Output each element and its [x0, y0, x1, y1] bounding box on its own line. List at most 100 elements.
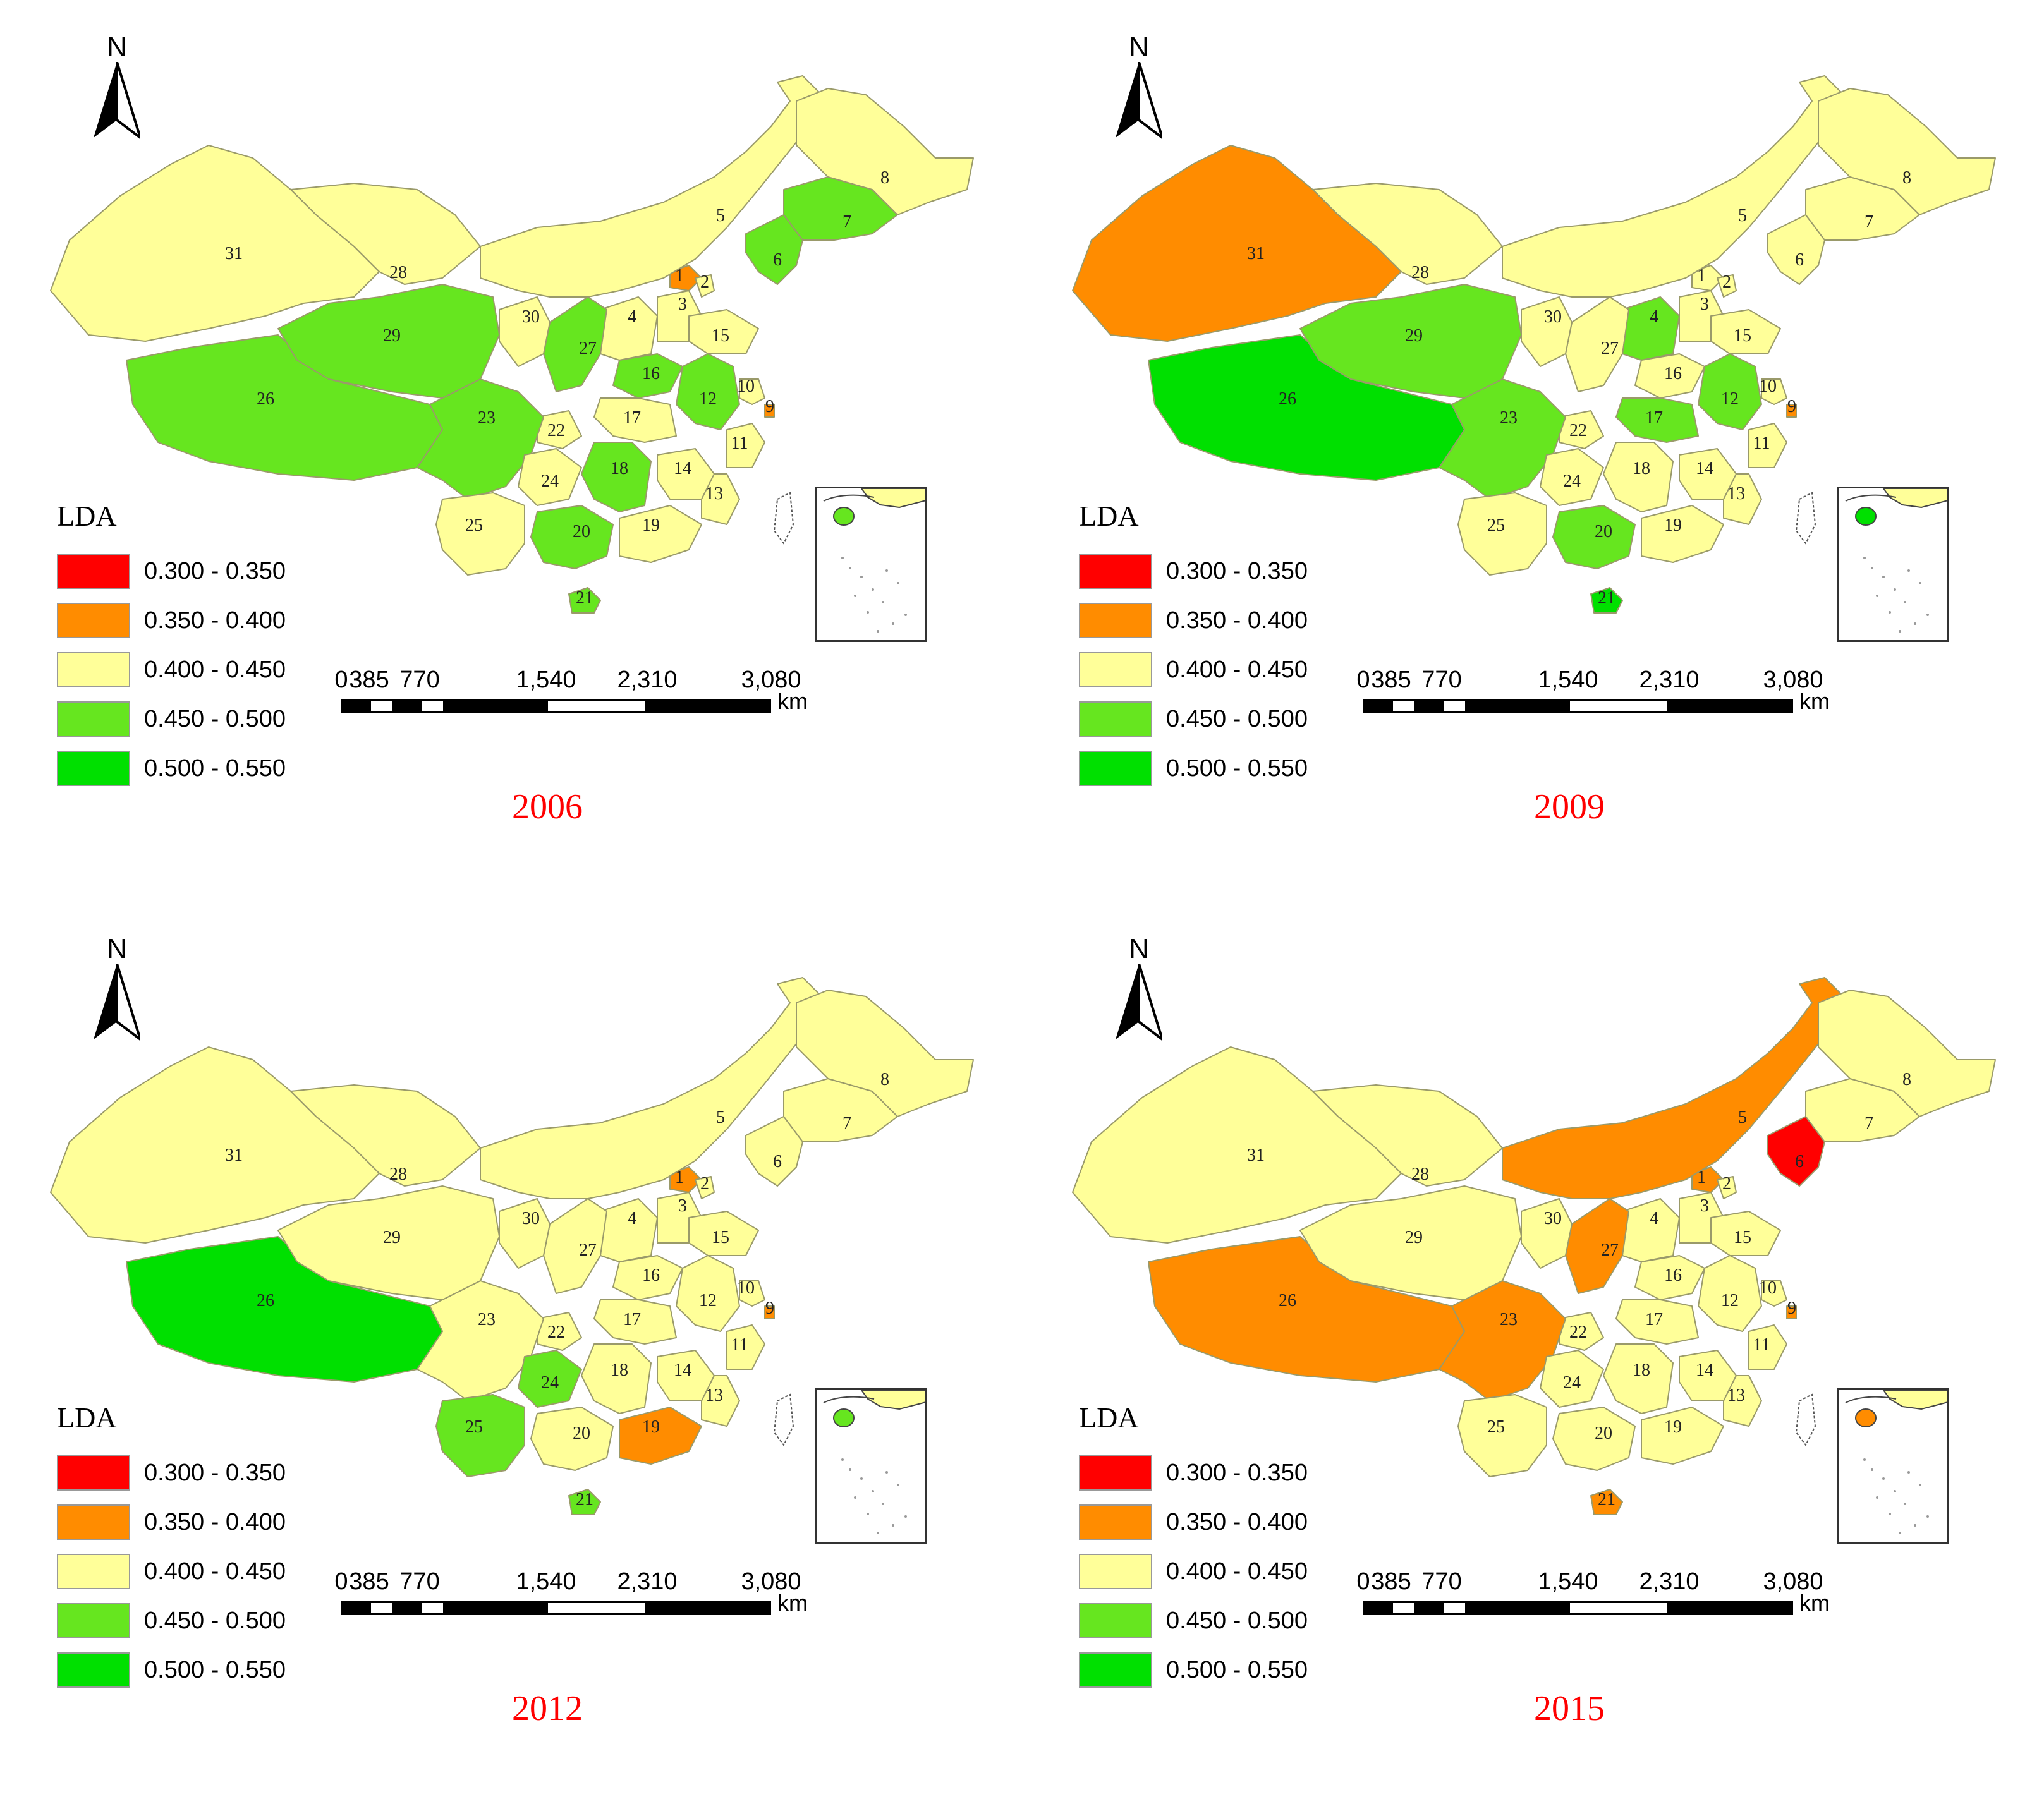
legend-item: 0.500 - 0.550 — [57, 744, 286, 793]
legend-item: 0.350 - 0.400 — [1079, 596, 1308, 645]
scale-tick-label: 0 — [1356, 667, 1370, 693]
legend-label: 0.400 - 0.450 — [1166, 1558, 1308, 1585]
province-label-6: 6 — [773, 1152, 782, 1171]
legend: LDA 0.300 - 0.350 0.350 - 0.400 0.400 - 0.… — [57, 1401, 286, 1695]
province-label-22: 22 — [1569, 1323, 1587, 1342]
legend-swatch — [1079, 554, 1152, 589]
province-12 — [1698, 1255, 1762, 1332]
province-label-4: 4 — [1650, 1209, 1658, 1228]
scale-bar: 0 385 770 1,540 2,310 3,080 km — [1356, 667, 1844, 723]
legend-swatch — [1079, 701, 1152, 737]
province-label-1: 1 — [675, 266, 684, 286]
province-label-9: 9 — [765, 1299, 774, 1318]
scale-tick-label: 2,310 — [617, 1568, 678, 1595]
province-label-26: 26 — [1279, 389, 1296, 409]
legend-items: 0.300 - 0.350 0.350 - 0.400 0.400 - 0.450 0… — [57, 1448, 286, 1695]
north-arrow: N — [88, 933, 145, 1047]
province-label-10: 10 — [737, 377, 755, 396]
province-label-7: 7 — [843, 1114, 851, 1134]
province-2 — [1717, 1176, 1737, 1199]
province-22 — [537, 410, 582, 449]
scale-tick-label: 3,080 — [1763, 1568, 1823, 1595]
province-label-7: 7 — [1865, 1114, 1873, 1134]
legend-title: LDA — [57, 1401, 117, 1434]
north-arrow-icon — [94, 62, 140, 140]
province-25 — [1457, 1394, 1547, 1477]
province-label-16: 16 — [642, 364, 660, 384]
province-label-5: 5 — [716, 1108, 725, 1127]
legend-swatch — [57, 603, 130, 638]
scale-tick-label: 2,310 — [1639, 667, 1700, 693]
province-label-20: 20 — [1595, 1424, 1612, 1443]
province-label-24: 24 — [541, 471, 559, 491]
scale-segment — [1363, 699, 1391, 713]
scale-segment — [546, 699, 647, 713]
china-province-map: 1 234567891011121314151617181920212223242… — [1072, 75, 1996, 614]
legend-item: 0.450 - 0.500 — [1079, 1596, 1308, 1645]
scale-segment — [1669, 1601, 1793, 1615]
province-13 — [701, 1375, 740, 1427]
legend-swatch — [57, 751, 130, 786]
legend-item: 0.400 - 0.450 — [1079, 645, 1308, 694]
province-31 — [50, 1046, 380, 1244]
legend-label: 0.300 - 0.350 — [144, 557, 286, 584]
legend-label: 0.300 - 0.350 — [1166, 1459, 1308, 1486]
scale-segment — [341, 699, 369, 713]
province-label-2: 2 — [1722, 1174, 1731, 1194]
province-9 — [1786, 1305, 1797, 1319]
province-30 — [499, 296, 551, 367]
legend-item: 0.300 - 0.350 — [1079, 1448, 1308, 1498]
legend-item: 0.500 - 0.550 — [57, 1645, 286, 1695]
province-30 — [1521, 296, 1573, 367]
province-21 — [568, 587, 601, 614]
province-1 — [1691, 1166, 1724, 1193]
province-label-23: 23 — [1500, 1310, 1518, 1329]
province-label-6: 6 — [1795, 250, 1804, 270]
legend-label: 0.450 - 0.500 — [144, 705, 286, 732]
province-2 — [695, 1176, 715, 1199]
province-label-6: 6 — [1795, 1152, 1804, 1171]
inset-map — [823, 488, 925, 633]
legend-swatch — [1079, 1554, 1152, 1589]
inset-map — [1845, 1390, 1947, 1534]
province-11 — [1748, 423, 1787, 468]
province-label-19: 19 — [642, 516, 660, 535]
scale-segment — [445, 699, 546, 713]
china-province-map: 1 234567891011121314151617181920212223242… — [1072, 977, 1996, 1515]
province-label-23: 23 — [478, 408, 496, 428]
province-2 — [695, 274, 715, 298]
province-label-27: 27 — [1601, 339, 1619, 358]
province-9 — [764, 404, 775, 418]
scale-tick-label: 1,540 — [1538, 667, 1598, 693]
province-label-1: 1 — [1697, 266, 1706, 286]
province-label-2: 2 — [700, 1174, 709, 1194]
province-label-24: 24 — [541, 1373, 559, 1393]
legend-label: 0.400 - 0.450 — [144, 656, 286, 683]
legend-swatch — [57, 554, 130, 589]
legend-swatch — [57, 1603, 130, 1638]
legend-label: 0.350 - 0.400 — [1166, 607, 1308, 634]
province-22 — [1559, 410, 1604, 449]
north-arrow: N — [1110, 933, 1167, 1047]
province-label-11: 11 — [731, 1335, 748, 1355]
scale-tick-label: 1,540 — [1538, 1568, 1598, 1595]
year-label: 2012 — [512, 1689, 583, 1728]
province-24 — [518, 448, 582, 506]
province-19 — [619, 1407, 702, 1465]
province-4 — [600, 1198, 658, 1262]
province-label-31: 31 — [1247, 1146, 1265, 1165]
province-27 — [1565, 296, 1629, 392]
province-label-10: 10 — [1759, 377, 1777, 396]
legend-item: 0.500 - 0.550 — [1079, 744, 1308, 793]
province-label-5: 5 — [716, 206, 725, 226]
province-label-8: 8 — [880, 1070, 889, 1089]
map-panel-2012: 1 2 3 4 5 6 7 8 9 10 11 12 13 14 15 16 17 18 19 20 21 22 23 24 2… — [0, 902, 1022, 1803]
province-13 — [1723, 1375, 1762, 1427]
legend-swatch — [1079, 1603, 1152, 1638]
province-13 — [701, 473, 740, 525]
legend-label: 0.300 - 0.350 — [1166, 557, 1308, 584]
scale-tick-label: 385 — [1371, 1568, 1411, 1595]
province-20 — [530, 1407, 614, 1471]
legend-item: 0.400 - 0.450 — [57, 645, 286, 694]
scale-tick-label: 2,310 — [617, 667, 678, 693]
